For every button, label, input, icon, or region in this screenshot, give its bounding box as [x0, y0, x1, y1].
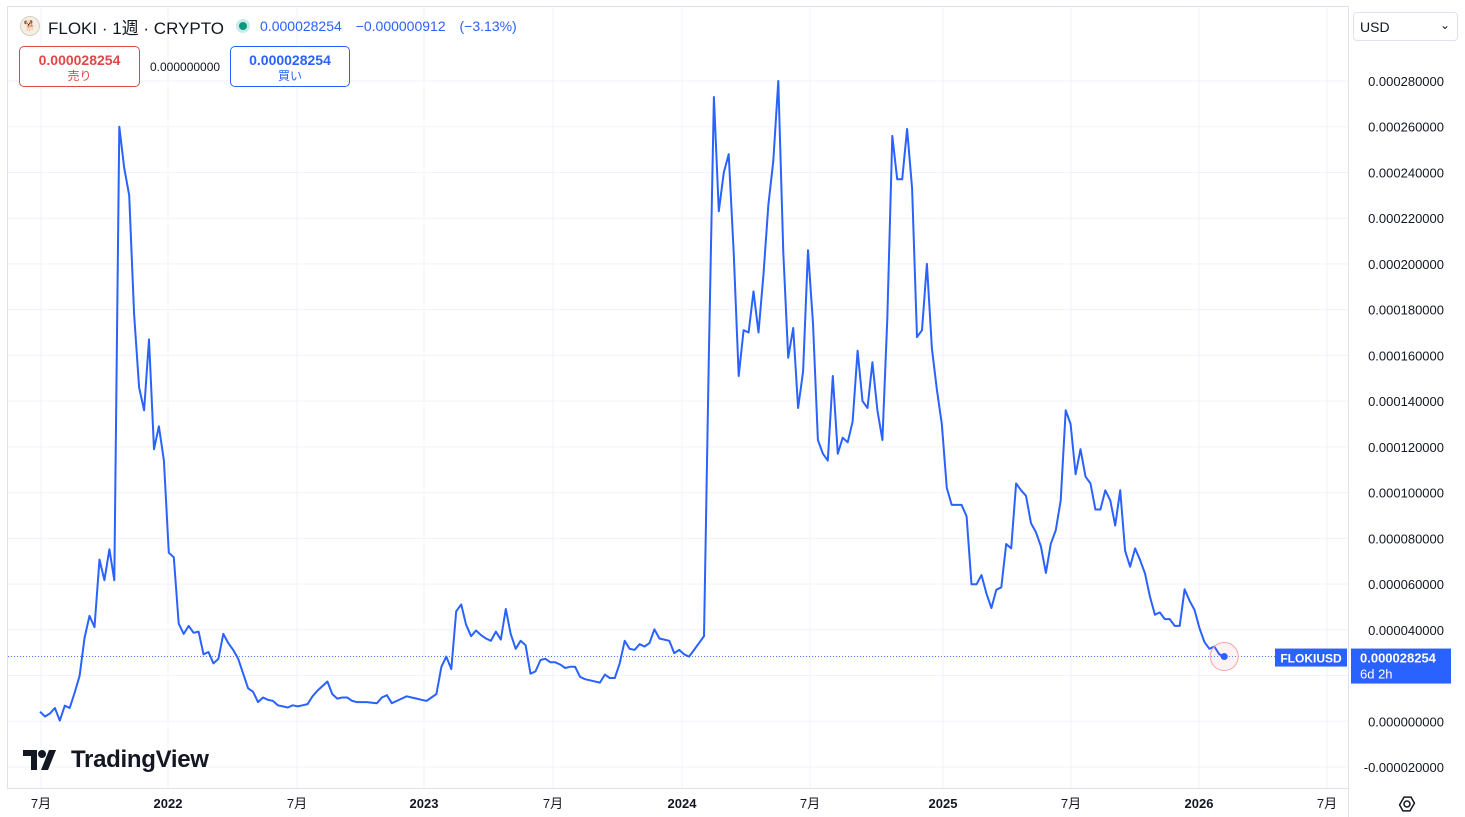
x-tick-label: 2023: [410, 796, 439, 811]
y-tick-label: 0.000160000: [1368, 348, 1444, 363]
y-tick-label: 0.000180000: [1368, 303, 1444, 318]
symbol-tag-bg: [1275, 648, 1347, 667]
quote-values: 0.000028254 −0.000000912 (−3.13%): [260, 18, 527, 34]
y-tick-label: 0.000120000: [1368, 440, 1444, 455]
settings-gear-icon[interactable]: [1396, 793, 1418, 815]
buy-button[interactable]: 0.000028254 買い: [230, 46, 350, 87]
symbol-title[interactable]: FLOKI · 1週 · CRYPTO: [48, 18, 225, 38]
floki-logo-icon: 🐕: [20, 16, 40, 36]
tradingview-logo-icon: [23, 750, 56, 770]
y-tick-label: 0.000200000: [1368, 257, 1444, 272]
sell-label: 売り: [67, 69, 92, 83]
last-point-dot: [1220, 653, 1228, 661]
last-price: 0.000028254: [260, 18, 342, 34]
y-tick-label: 0.000100000: [1368, 486, 1444, 501]
price-change: −0.000000912: [355, 18, 446, 34]
y-tick-label: 0.000000000: [1368, 714, 1444, 729]
price-change-percent: (−3.13%): [459, 18, 517, 34]
x-tick-label: 7月: [1317, 796, 1337, 811]
buy-label: 買い: [277, 69, 302, 83]
chevron-down-icon: ⌄: [1439, 18, 1450, 32]
currency-select[interactable]: USD ⌄: [1353, 12, 1458, 41]
x-tick-label: 7月: [800, 796, 820, 811]
x-tick-label: 2025: [929, 796, 958, 811]
countdown-text: 6d 2h: [1360, 667, 1393, 682]
price-tag-bg: [1351, 648, 1451, 684]
y-tick-label: 0.000240000: [1368, 165, 1444, 180]
plot-frame: [7, 6, 1349, 789]
y-tick-label: 0.000140000: [1368, 394, 1444, 409]
x-tick-label: 7月: [287, 796, 307, 811]
x-tick-label: 2024: [668, 796, 698, 811]
chart-legend: 🐕 FLOKI · 1週 · CRYPTO 0.000028254 −0.000…: [20, 14, 527, 38]
symbol-tag-text: FLOKIUSD: [1280, 652, 1342, 666]
watermark-text: TradingView: [71, 746, 209, 773]
y-tick-label: 0.000060000: [1368, 577, 1444, 592]
sell-button[interactable]: 0.000028254 売り: [19, 46, 140, 87]
sell-price: 0.000028254: [38, 52, 121, 68]
y-tick-label: 0.000220000: [1368, 211, 1444, 226]
y-tick-label: 0.000080000: [1368, 531, 1444, 546]
x-tick-label: 2026: [1185, 796, 1214, 811]
tradingview-watermark[interactable]: TradingView: [23, 746, 209, 774]
x-tick-label: 7月: [31, 796, 51, 811]
price-tag-text: 0.000028254: [1360, 651, 1437, 666]
y-tick-label: 0.000280000: [1368, 74, 1444, 89]
series-line: [39, 80, 1225, 722]
spread-value: 0.000000000: [150, 60, 221, 74]
y-tick-label: -0.000020000: [1364, 760, 1444, 775]
x-tick-label: 7月: [1061, 796, 1081, 811]
y-tick-label: 0.000260000: [1368, 120, 1444, 135]
y-tick-label: 0.000040000: [1368, 623, 1444, 638]
currency-value: USD: [1360, 19, 1390, 35]
x-tick-label: 7月: [543, 796, 563, 811]
x-tick-label: 2022: [154, 796, 183, 811]
buy-price: 0.000028254: [249, 52, 331, 68]
market-open-dot-icon: [236, 19, 251, 33]
